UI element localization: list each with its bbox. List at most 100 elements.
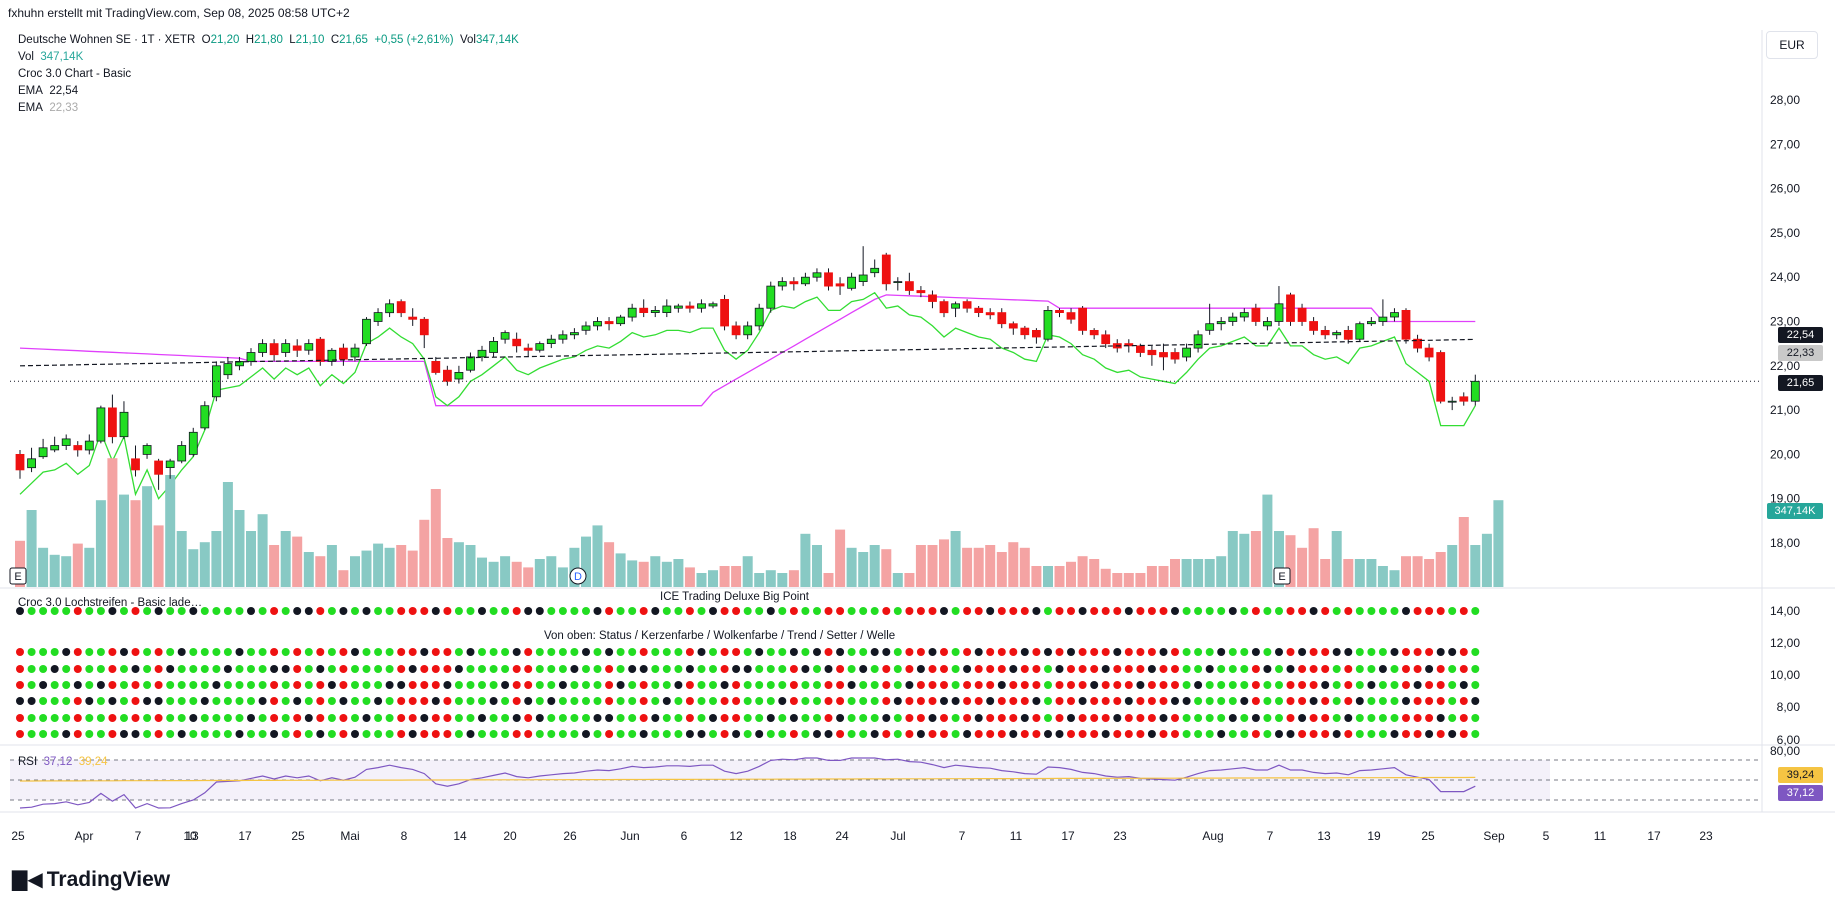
indicator-dot [1413,607,1422,615]
candle-body [1216,321,1226,325]
indicator-dot [120,648,128,656]
indicator-dot [1171,665,1179,673]
indicator-dot [535,665,544,673]
tradingview-logo[interactable]: ▇◀ TradingView [12,867,170,892]
volume-legend[interactable]: Vol 347,14K [18,49,83,65]
indicator-dot [778,697,787,705]
candle-body [893,281,903,284]
croc-basic-legend[interactable]: Croc 3.0 Chart - Basic [18,68,132,80]
candle-body [835,283,845,287]
indicator-dot [824,697,833,705]
indicator-dot [212,714,221,722]
indicator-dot [651,648,660,656]
candle-body [1424,347,1434,358]
indicator-dot [258,730,267,738]
indicator-dot [200,648,209,656]
candle-body [373,312,383,322]
price-axis-label: 26,00 [1770,182,1800,196]
indicator-dot [558,681,567,689]
indicator-dot [1228,730,1237,738]
indicator-dot [1378,681,1387,689]
indicator-dot [986,681,995,689]
indicator-dot [281,681,290,689]
rsi-legend[interactable]: RSI 37,12 39,24 [18,756,108,768]
change-value: +0,55 (+2,61%) [374,34,454,46]
indicator-dot [131,714,140,722]
indicator-dot [697,730,706,738]
indicator-dot [154,607,163,615]
indicator-dot [1332,665,1341,673]
volume-bar [1401,556,1411,587]
volume-bar [835,529,846,587]
indicator-dot [120,665,128,673]
indicator-dot [928,697,937,705]
x-axis-label: Jun [620,829,639,843]
indicator-dot [1101,730,1110,738]
volume-bar [1354,559,1365,587]
indicator-dot [697,697,706,705]
indicator-dot [709,681,717,689]
indicator-dot [166,714,175,722]
indicator-dot [1124,648,1133,656]
indicator-dot [651,607,660,615]
candle-body [766,285,776,309]
indicator-dot [1448,665,1457,673]
indicator-dot [1344,607,1353,615]
volume-bar [777,573,788,587]
volume-bar [939,539,949,587]
indicator-dot [1205,648,1214,656]
big-point-label[interactable]: ICE Trading Deluxe Big Point [660,591,809,603]
ema1-legend[interactable]: EMA 22,54 [18,83,78,99]
indicator-dot [628,607,637,615]
indicator-dot [339,730,348,738]
indicator-dot [258,648,267,656]
price-axis-label: 19,00 [1770,492,1800,506]
indicator-dot [466,697,475,705]
indicator-dot [1321,681,1330,689]
indicator-dot [1078,730,1087,738]
symbol-label[interactable]: Deutsche Wohnen SE · 1T · XETR [18,34,196,46]
indicator-dot [940,665,948,673]
ema1-price-tag: 22,54 [1778,327,1823,343]
indicator-dot [408,714,417,722]
indicator-dot [501,730,510,738]
indicator-dot [1425,607,1434,615]
ohlc-legend[interactable]: Deutsche Wohnen SE · 1T · XETR O21,20 H2… [18,32,519,48]
indicator-dot [732,665,741,673]
indicator-dot [1436,665,1445,673]
indicator-dot [732,648,741,656]
volume-bar [1227,531,1238,587]
indicator-dot [166,607,175,615]
von-oben-label[interactable]: Von oben: Status / Kerzenfarbe / Wolkenf… [544,630,896,642]
lochstreifen-label[interactable]: Croc 3.0 Lochstreifen - Basic lade… [18,597,203,609]
volume-bar [742,556,753,587]
volume-bar [234,510,245,587]
indicator-dot [189,648,198,656]
candle-body [1147,349,1157,356]
candle-body [454,371,464,380]
volume-bar [477,557,487,587]
indicator-dot [524,681,533,689]
x-axis-label: 14 [453,829,467,843]
indicator-dot [1425,665,1434,673]
indicator-dot [766,607,775,615]
indicator-dot [1032,665,1041,673]
indicator-dot [212,648,221,656]
indicator-dot [281,714,290,722]
volume-bar [1343,559,1354,587]
currency-button[interactable]: EUR [1766,31,1818,59]
indicator-dot [304,665,313,673]
indicator-dot [108,730,117,738]
ema2-legend[interactable]: EMA 22,33 [18,100,78,116]
indicator-dot [189,730,198,738]
indicator-dot [1078,648,1087,656]
indicator-dot [1332,681,1341,689]
volume-bar [788,570,799,587]
volume-bar [1112,573,1123,587]
candle-body [1286,294,1295,322]
indicator-dot [1378,714,1387,722]
candle-body [292,345,302,351]
indicator-dot [1136,607,1145,615]
indicator-dot [351,714,359,722]
